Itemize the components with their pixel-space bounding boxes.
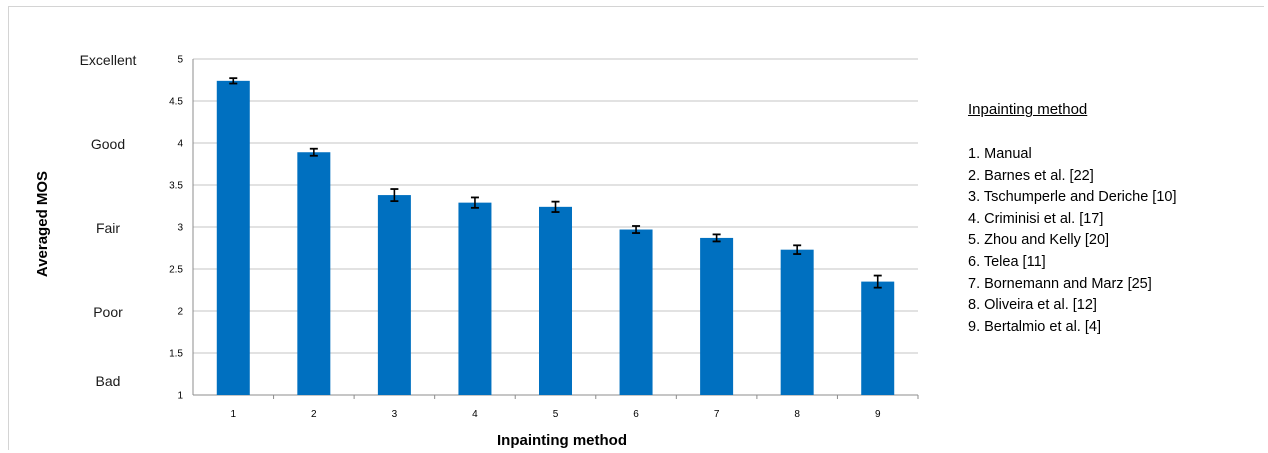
legend-item-5: 5. Zhou and Kelly [20]	[968, 232, 1110, 249]
bar	[700, 237, 734, 395]
legend-item-4: 4. Criminisi et al. [17]	[968, 210, 1104, 227]
x-tick-label: 9	[875, 409, 881, 420]
legend-title: Inpainting method	[968, 101, 1088, 118]
legend-list: 1. Manual 2. Barnes et al. [22] 3. Tschu…	[968, 144, 1264, 338]
legend-item-7: 7. Bornemann and Marz [25]	[968, 275, 1152, 292]
bar	[861, 281, 895, 395]
x-tick-label: 8	[794, 409, 800, 420]
y-tick-label: 2	[177, 307, 183, 318]
x-axis-title: Inpainting method	[497, 432, 627, 449]
chart-frame	[8, 6, 1264, 450]
legend-item-9: 9. Bertalmio et al. [4]	[968, 318, 1101, 335]
x-tick-label: 3	[392, 409, 398, 420]
y-tick-label: 5	[177, 55, 183, 66]
legend-item-2: 2. Barnes et al. [22]	[968, 167, 1094, 184]
bar	[297, 152, 331, 395]
x-tick-label: 1	[230, 409, 236, 420]
legend-item-3: 3. Tschumperle and Deriche [10]	[968, 189, 1177, 206]
x-tick-label: 5	[553, 409, 559, 420]
quality-label: Excellent	[80, 52, 137, 68]
x-tick-label: 2	[311, 409, 317, 420]
legend-item-6: 6. Telea [11]	[968, 253, 1046, 270]
bar	[619, 229, 653, 395]
bar	[539, 206, 572, 395]
bar	[780, 249, 814, 395]
bar	[458, 202, 492, 395]
quality-label: Bad	[96, 373, 121, 389]
quality-label: Good	[91, 136, 125, 152]
quality-label: Poor	[93, 304, 123, 320]
bar-chart: 1 1.5 2 2.5 3 3.5 4 4.5 5 Excellent Good Fair Poor Ba…	[34, 52, 919, 449]
x-tick-label: 6	[633, 409, 639, 420]
y-tick-label: 2.5	[169, 265, 183, 276]
bar	[377, 195, 411, 395]
legend: Inpainting method 1. Manual 2. Barnes et…	[968, 101, 1264, 338]
y-axis-title: Averaged MOS	[34, 171, 51, 277]
legend-item-1: 1. Manual	[968, 146, 1032, 162]
y-tick-label: 1	[177, 391, 183, 402]
y-tick-label: 4.5	[169, 97, 183, 108]
y-tick-label: 3.5	[169, 181, 183, 192]
legend-item-8: 8. Oliveira et al. [12]	[968, 297, 1097, 314]
x-tick-label: 4	[472, 409, 478, 420]
x-tick-label: 7	[714, 409, 720, 420]
y-tick-label: 3	[177, 223, 183, 234]
y-tick-label: 4	[177, 139, 183, 150]
bar	[216, 80, 250, 395]
quality-label: Fair	[96, 220, 120, 236]
y-tick-label: 1.5	[169, 349, 183, 360]
